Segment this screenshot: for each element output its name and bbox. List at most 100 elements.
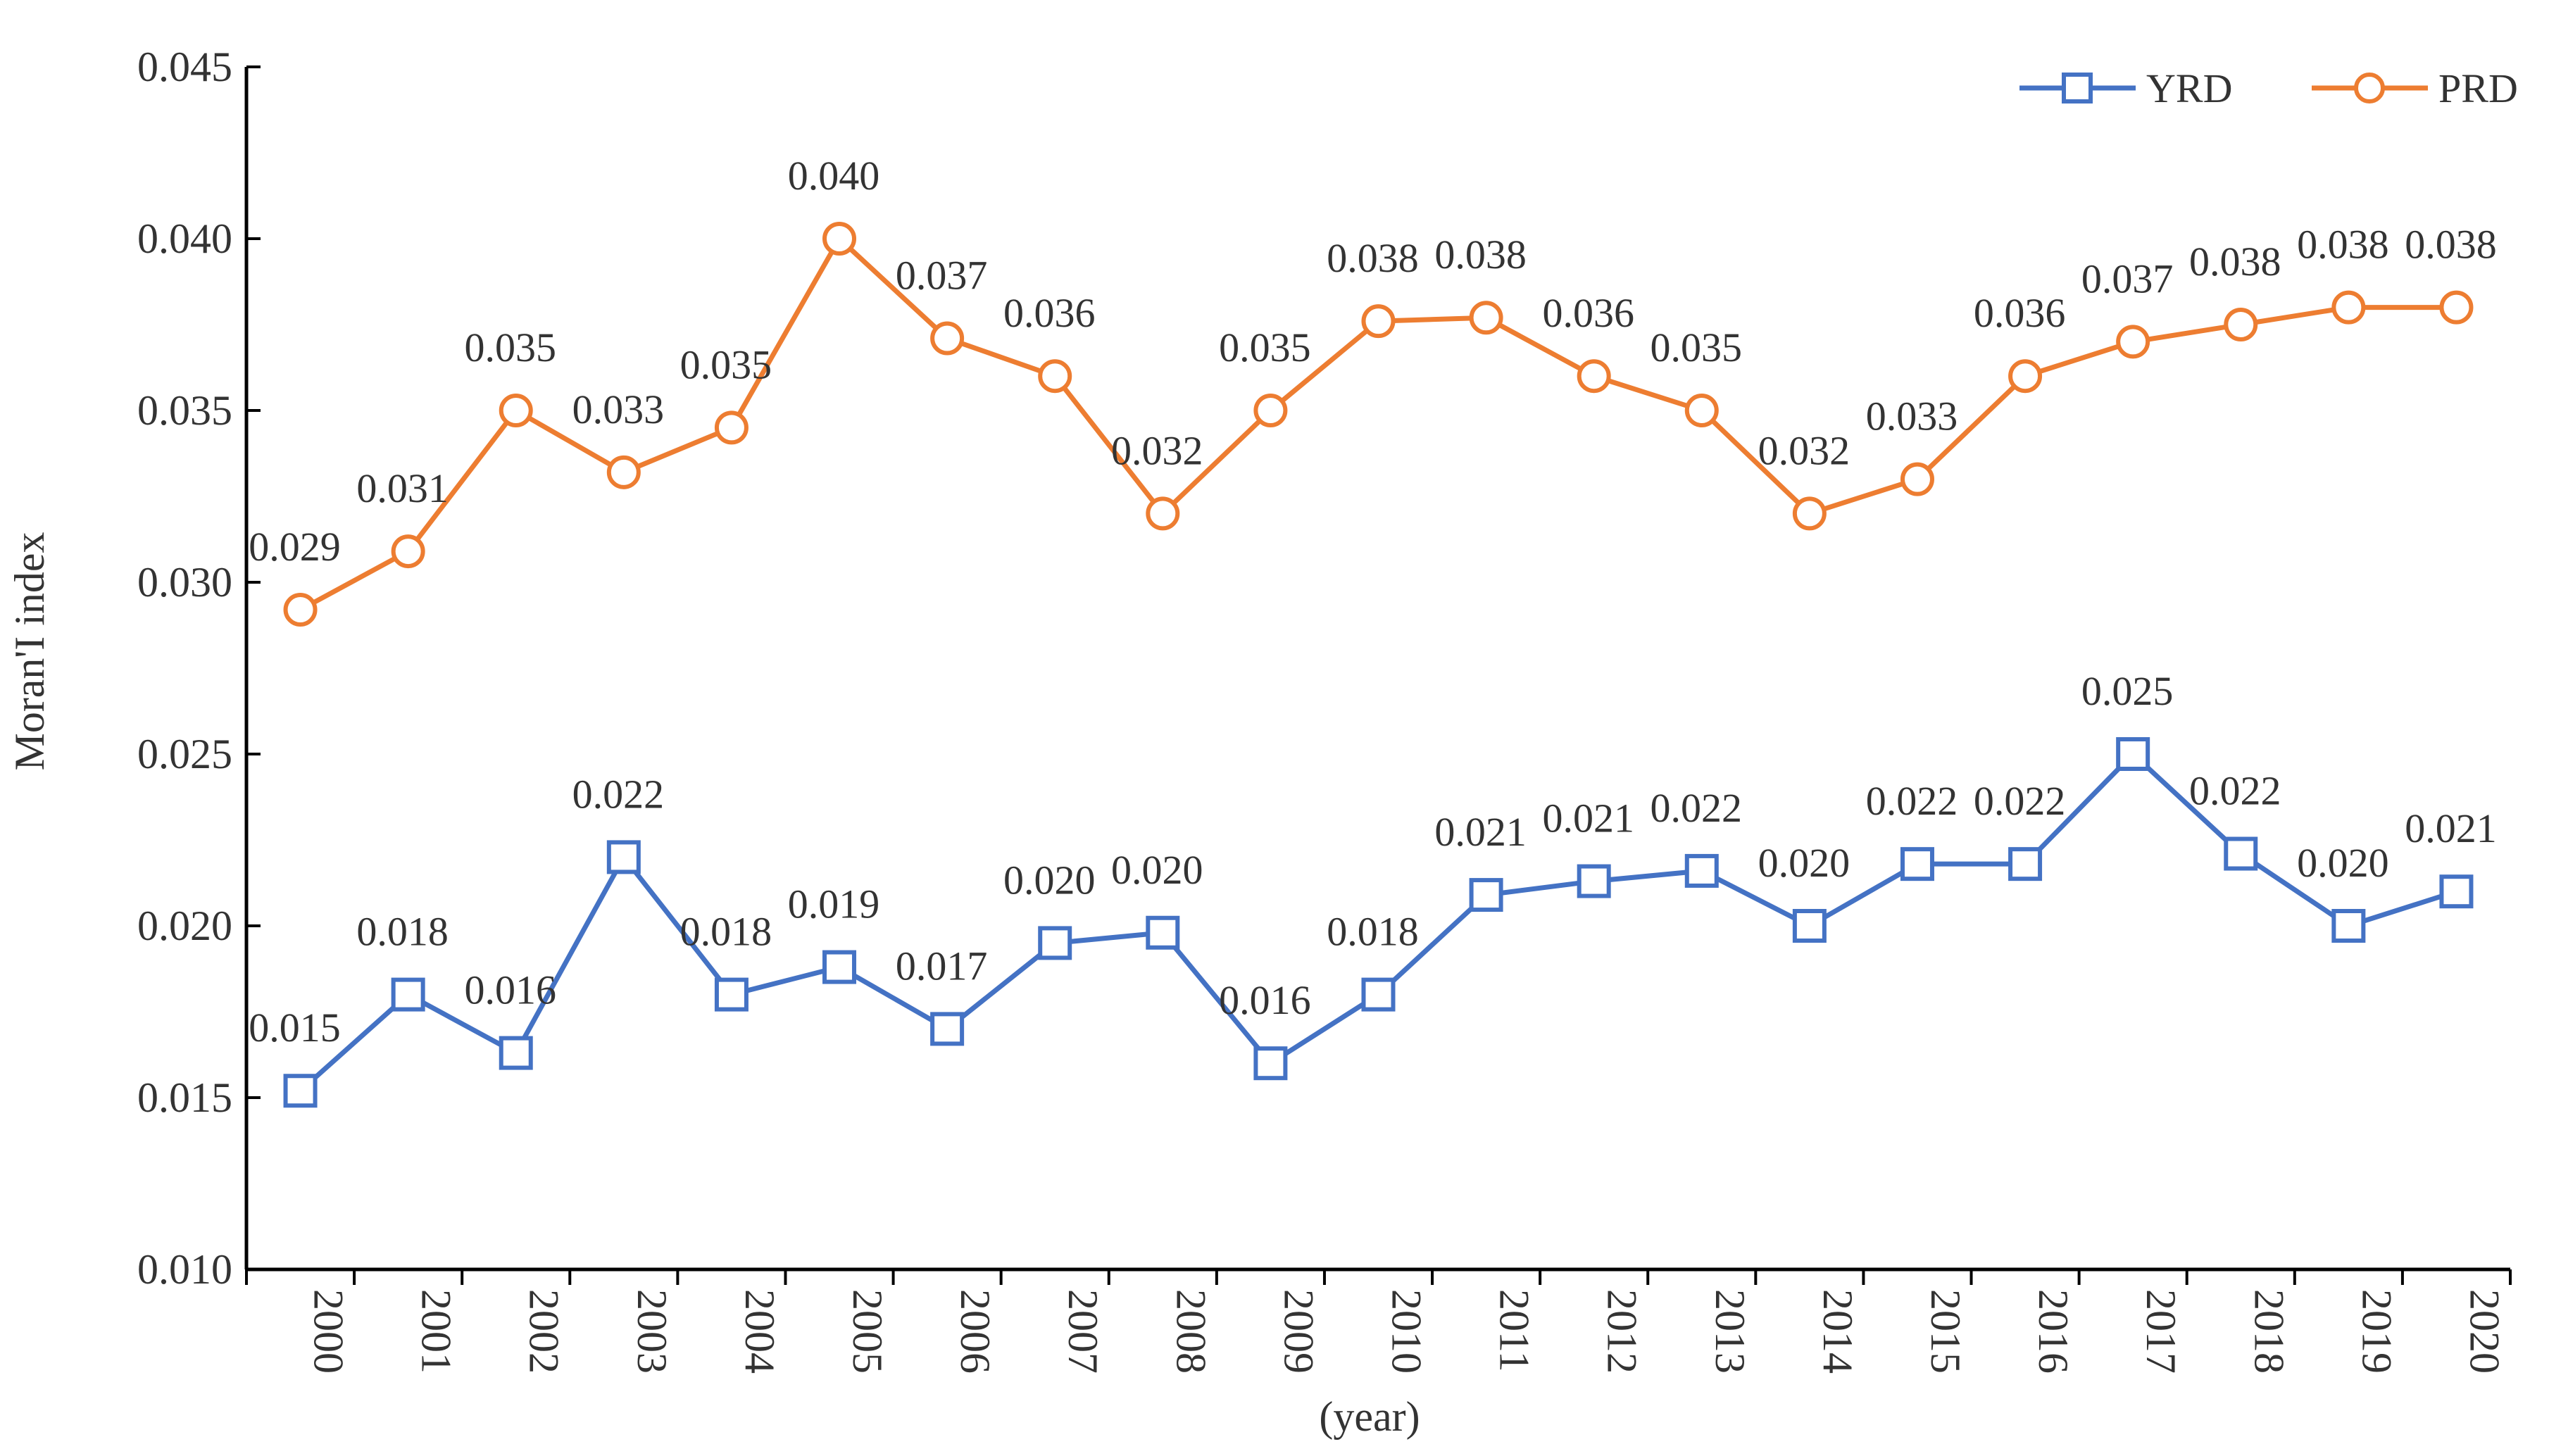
data-point-prd (2224, 308, 2258, 341)
data-point-prd (2008, 359, 2043, 394)
data-label-prd: 0.035 (1651, 325, 1743, 370)
legend-square-marker (2062, 73, 2093, 103)
data-label-yrd: 0.015 (249, 1005, 341, 1050)
data-label-yrd: 0.017 (896, 943, 988, 989)
data-point-yrd (391, 977, 425, 1012)
data-point-prd (606, 455, 641, 489)
y-tick-label: 0.045 (137, 44, 232, 90)
data-label-prd: 0.037 (896, 253, 988, 299)
data-label-yrd: 0.020 (1758, 840, 1850, 886)
x-tick-label: 2000 (306, 1289, 352, 1374)
data-point-prd (1684, 394, 1719, 427)
data-label-prd: 0.035 (464, 325, 556, 370)
data-label-prd: 0.033 (572, 387, 665, 432)
x-tick-label: 2002 (521, 1289, 568, 1374)
data-label-prd: 0.038 (2189, 239, 2281, 284)
data-label-yrd: 0.022 (1974, 778, 2066, 824)
legend-label: YRD (2146, 65, 2232, 111)
y-tick-label: 0.015 (137, 1074, 232, 1121)
data-point-prd (2439, 290, 2474, 325)
data-label-prd: 0.038 (1327, 235, 1419, 281)
data-label-prd: 0.032 (1111, 427, 1203, 473)
data-label-prd: 0.036 (1974, 290, 2066, 336)
data-point-prd (930, 321, 965, 356)
legend-circle-marker (2354, 73, 2385, 103)
x-tick-label: 2010 (1384, 1289, 1430, 1374)
legend-item-prd: PRD (2312, 65, 2518, 111)
y-tick-label: 0.030 (137, 559, 232, 605)
data-label-yrd: 0.016 (1219, 977, 1311, 1023)
data-point-yrd (2331, 909, 2366, 943)
x-tick-label: 2006 (952, 1289, 998, 1374)
data-point-yrd (930, 1012, 965, 1046)
legend-label: PRD (2438, 65, 2518, 111)
x-tick-label: 2012 (1599, 1289, 1646, 1374)
x-axis-title: (year) (1319, 1393, 1420, 1440)
data-point-prd (2116, 325, 2150, 359)
x-tick-label: 2018 (2246, 1289, 2292, 1374)
data-label-prd: 0.038 (2297, 222, 2389, 268)
data-point-yrd (1577, 864, 1611, 898)
data-label-yrd: 0.021 (1434, 809, 1527, 855)
data-label-prd: 0.032 (1758, 427, 1850, 473)
data-label-prd: 0.033 (1866, 394, 1958, 439)
data-label-prd: 0.040 (788, 153, 880, 199)
data-point-yrd (1361, 977, 1396, 1012)
data-label-prd: 0.037 (2081, 256, 2174, 301)
data-label-yrd: 0.016 (464, 967, 556, 1013)
data-label-prd: 0.038 (1434, 232, 1527, 277)
data-point-prd (499, 394, 533, 427)
x-tick-label: 2014 (1815, 1289, 1861, 1374)
x-tick-label: 2019 (2353, 1289, 2400, 1374)
data-point-yrd (283, 1074, 318, 1108)
data-label-yrd: 0.022 (572, 771, 665, 817)
y-tick-label: 0.025 (137, 731, 232, 777)
data-label-yrd: 0.025 (2081, 668, 2174, 714)
data-point-prd (2331, 290, 2366, 325)
data-point-prd (1792, 496, 1827, 531)
data-label-yrd: 0.020 (1111, 847, 1203, 893)
y-tick-label: 0.040 (137, 215, 232, 262)
data-label-yrd: 0.021 (1542, 796, 1634, 841)
y-tick-label: 0.020 (137, 903, 232, 949)
data-label-yrd: 0.018 (1327, 909, 1419, 955)
data-point-prd (1146, 496, 1180, 531)
y-tick-label: 0.010 (137, 1246, 232, 1293)
x-tick-label: 2020 (2461, 1289, 2507, 1374)
data-point-prd (1253, 394, 1288, 427)
data-point-yrd (499, 1036, 533, 1070)
series-layer (283, 222, 2474, 1108)
data-point-yrd (606, 840, 641, 874)
data-point-yrd (1146, 915, 1180, 950)
data-label-prd: 0.035 (680, 341, 772, 387)
data-label-yrd: 0.020 (2297, 840, 2389, 886)
data-label-yrd: 0.022 (1651, 785, 1743, 831)
x-tick-label: 2007 (1060, 1289, 1106, 1374)
data-point-yrd (2224, 836, 2258, 871)
data-point-yrd (1038, 926, 1072, 960)
x-tick-label: 2003 (629, 1289, 675, 1374)
data-point-prd (822, 222, 857, 256)
legend: YRD PRD (2019, 65, 2518, 111)
data-label-yrd: 0.018 (680, 909, 772, 955)
data-label-prd: 0.036 (1003, 290, 1096, 336)
x-tick-label: 2009 (1275, 1289, 1322, 1374)
data-label-prd: 0.036 (1542, 290, 1634, 336)
data-label-prd: 0.035 (1219, 325, 1311, 370)
data-point-yrd (1253, 1046, 1288, 1081)
data-point-prd (1361, 304, 1396, 339)
data-point-prd (1900, 462, 1934, 496)
legend-item-yrd: YRD (2019, 65, 2232, 111)
data-point-yrd (2008, 847, 2043, 881)
data-label-yrd: 0.022 (1866, 778, 1958, 824)
data-point-yrd (1792, 909, 1827, 943)
data-point-yrd (822, 950, 857, 984)
data-point-yrd (2439, 874, 2474, 909)
data-label-yrd: 0.019 (788, 881, 880, 927)
data-point-prd (714, 410, 749, 445)
x-tick-label: 2016 (2030, 1289, 2077, 1374)
data-label-yrd: 0.018 (356, 909, 449, 955)
data-point-prd (391, 534, 425, 569)
data-point-yrd (714, 977, 749, 1012)
